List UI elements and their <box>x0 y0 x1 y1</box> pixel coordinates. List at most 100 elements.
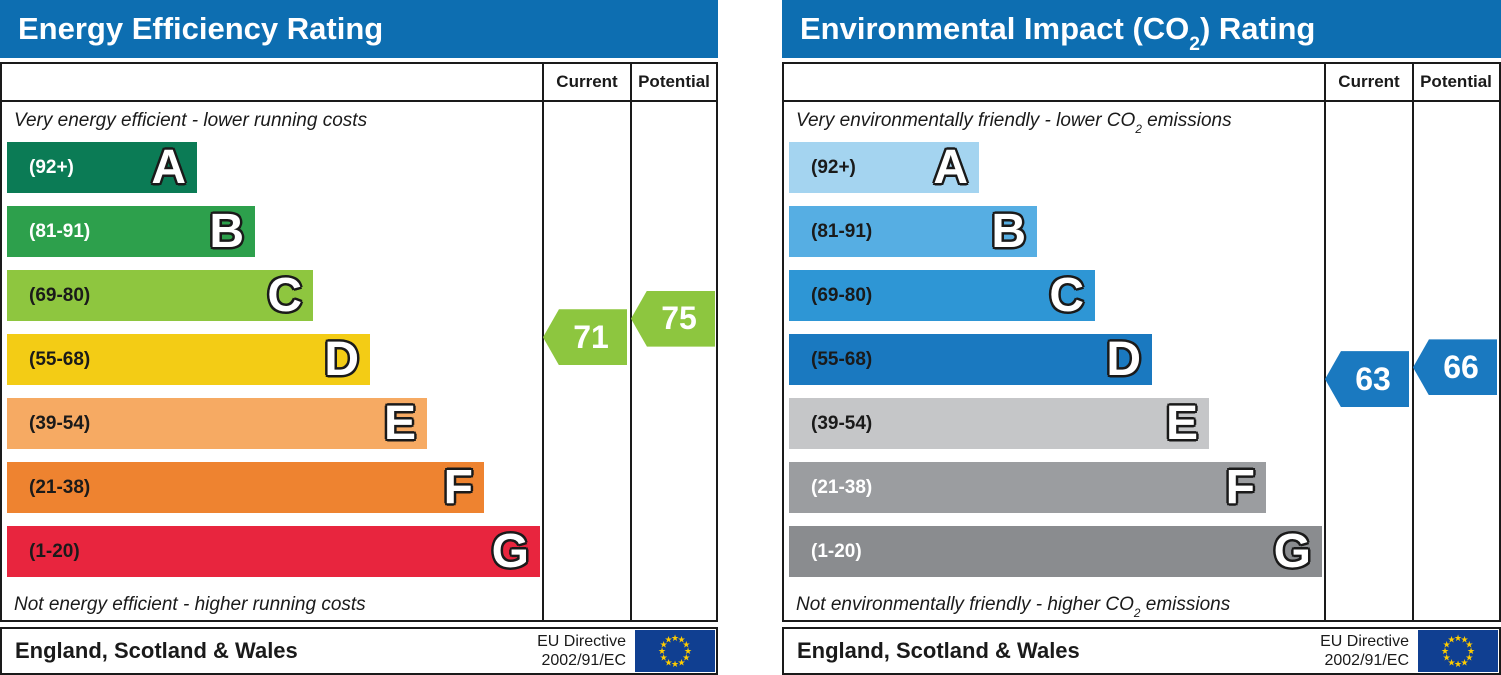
svg-text:★: ★ <box>682 640 690 650</box>
title-subscript: 2 <box>1189 34 1200 56</box>
svg-text:★: ★ <box>1441 646 1449 656</box>
band-range: (81-91) <box>811 221 873 242</box>
svg-text:★: ★ <box>1467 646 1475 656</box>
current-arrow: 71 <box>543 309 627 366</box>
title-text: Energy Efficiency Rating <box>18 11 384 46</box>
band-range: (81-91) <box>29 221 91 242</box>
band-letter: G <box>1273 525 1311 578</box>
footer: England, Scotland & Wales EU Directive 2… <box>782 627 1501 675</box>
band-range: (92+) <box>811 157 856 178</box>
current-value: 71 <box>573 318 609 355</box>
eu-flag-icon: ★★★ ★★★ ★★★ ★★★ <box>635 630 715 672</box>
band-range: (92+) <box>29 157 74 178</box>
potential-arrow: 66 <box>1413 339 1497 396</box>
band-letter: E <box>1165 397 1198 450</box>
svg-text:★: ★ <box>1443 640 1451 650</box>
svg-text:★: ★ <box>1447 635 1455 645</box>
potential-column-header: Potential <box>1420 72 1492 91</box>
region-label: England, Scotland & Wales <box>797 638 1080 663</box>
band-letter: A <box>933 141 968 194</box>
title-text-end: ) Rating <box>1199 11 1316 46</box>
band-letter: D <box>324 333 359 386</box>
eu-directive-label: EU Directive 2002/91/EC <box>537 633 626 669</box>
eu-flag-icon: ★★★ ★★★ ★★★ ★★★ <box>1418 630 1498 672</box>
svg-text:★: ★ <box>684 646 692 656</box>
top-note: Very energy efficient - lower running co… <box>14 110 368 131</box>
page-title: Energy Efficiency Rating <box>0 0 718 58</box>
band-f: (21-38) F <box>789 462 1266 513</box>
environmental-impact-panel: Environmental Impact (CO2) Rating Curren… <box>782 0 1501 675</box>
top-note: Very environmentally friendly - lower CO… <box>796 110 1232 137</box>
bands: (92+) A (81-91) B (69-80) C (55-68) D (39-54) E (2… <box>7 142 540 590</box>
svg-text:★: ★ <box>1465 640 1473 650</box>
band-letter: E <box>383 397 416 450</box>
svg-text:★: ★ <box>677 657 685 667</box>
svg-text:★: ★ <box>1454 659 1462 669</box>
band-letter: C <box>267 269 302 322</box>
band-g: (1-20) G <box>789 526 1322 577</box>
band-e: (39-54) E <box>789 398 1209 449</box>
band-letter: B <box>991 205 1026 258</box>
svg-text:★: ★ <box>1460 635 1468 645</box>
band-range: (69-80) <box>29 285 91 306</box>
title-text: Environmental Impact (CO <box>800 11 1190 46</box>
svg-text:★: ★ <box>1460 657 1468 667</box>
potential-column-divider <box>630 64 632 620</box>
band-c: (69-80) C <box>789 270 1095 321</box>
band-letter: F <box>1225 461 1255 514</box>
region-label: England, Scotland & Wales <box>15 638 298 663</box>
current-column-header: Current <box>556 72 618 91</box>
band-e: (39-54) E <box>7 398 427 449</box>
band-range: (21-38) <box>811 477 873 498</box>
current-column-divider <box>1324 64 1326 620</box>
current-column-divider <box>542 64 544 620</box>
band-a: (92+) A <box>789 142 979 193</box>
page-title: Environmental Impact (CO2) Rating <box>782 0 1501 58</box>
bottom-note: Not environmentally friendly - higher CO… <box>796 594 1231 621</box>
svg-text:★: ★ <box>1454 633 1462 643</box>
svg-text:★: ★ <box>664 635 672 645</box>
band-a: (92+) A <box>7 142 197 193</box>
svg-text:★: ★ <box>671 633 679 643</box>
svg-text:★: ★ <box>660 653 668 663</box>
potential-column-header: Potential <box>638 72 710 91</box>
bottom-note: Not energy efficient - higher running co… <box>14 594 366 615</box>
band-range: (55-68) <box>29 349 91 370</box>
potential-value: 75 <box>661 300 697 337</box>
rating-table: Current Potential Very energy efficient … <box>0 62 718 622</box>
band-range: (39-54) <box>29 413 91 434</box>
band-letter: A <box>151 141 186 194</box>
band-g: (1-20) G <box>7 526 540 577</box>
svg-text:★: ★ <box>1447 657 1455 667</box>
band-range: (1-20) <box>811 541 862 562</box>
svg-text:★: ★ <box>1443 653 1451 663</box>
current-arrow: 63 <box>1325 351 1409 408</box>
band-d: (55-68) D <box>7 334 370 385</box>
band-letter: F <box>443 461 473 514</box>
band-range: (39-54) <box>811 413 873 434</box>
svg-text:★: ★ <box>1465 653 1473 663</box>
footer: England, Scotland & Wales EU Directive 2… <box>0 627 718 675</box>
svg-text:★: ★ <box>658 646 666 656</box>
svg-text:★: ★ <box>664 657 672 667</box>
svg-text:★: ★ <box>660 640 668 650</box>
band-letter: C <box>1049 269 1084 322</box>
bands: (92+) A (81-91) B (69-80) C (55-68) D (39-54) E (2… <box>789 142 1322 590</box>
potential-column-divider <box>1412 64 1414 620</box>
potential-arrow: 75 <box>631 290 715 347</box>
band-range: (1-20) <box>29 541 80 562</box>
band-b: (81-91) B <box>7 206 255 257</box>
band-b: (81-91) B <box>789 206 1037 257</box>
band-f: (21-38) F <box>7 462 484 513</box>
band-letter: D <box>1106 333 1141 386</box>
svg-text:★: ★ <box>682 653 690 663</box>
band-range: (21-38) <box>29 477 91 498</box>
current-value: 63 <box>1355 360 1391 397</box>
rating-table: Current Potential Very environmentally f… <box>782 62 1501 622</box>
potential-value: 66 <box>1443 348 1479 385</box>
band-c: (69-80) C <box>7 270 313 321</box>
column-header-row: Current Potential <box>784 64 1499 102</box>
svg-text:★: ★ <box>671 659 679 669</box>
current-column-header: Current <box>1338 72 1400 91</box>
eu-directive-label: EU Directive 2002/91/EC <box>1320 633 1409 669</box>
